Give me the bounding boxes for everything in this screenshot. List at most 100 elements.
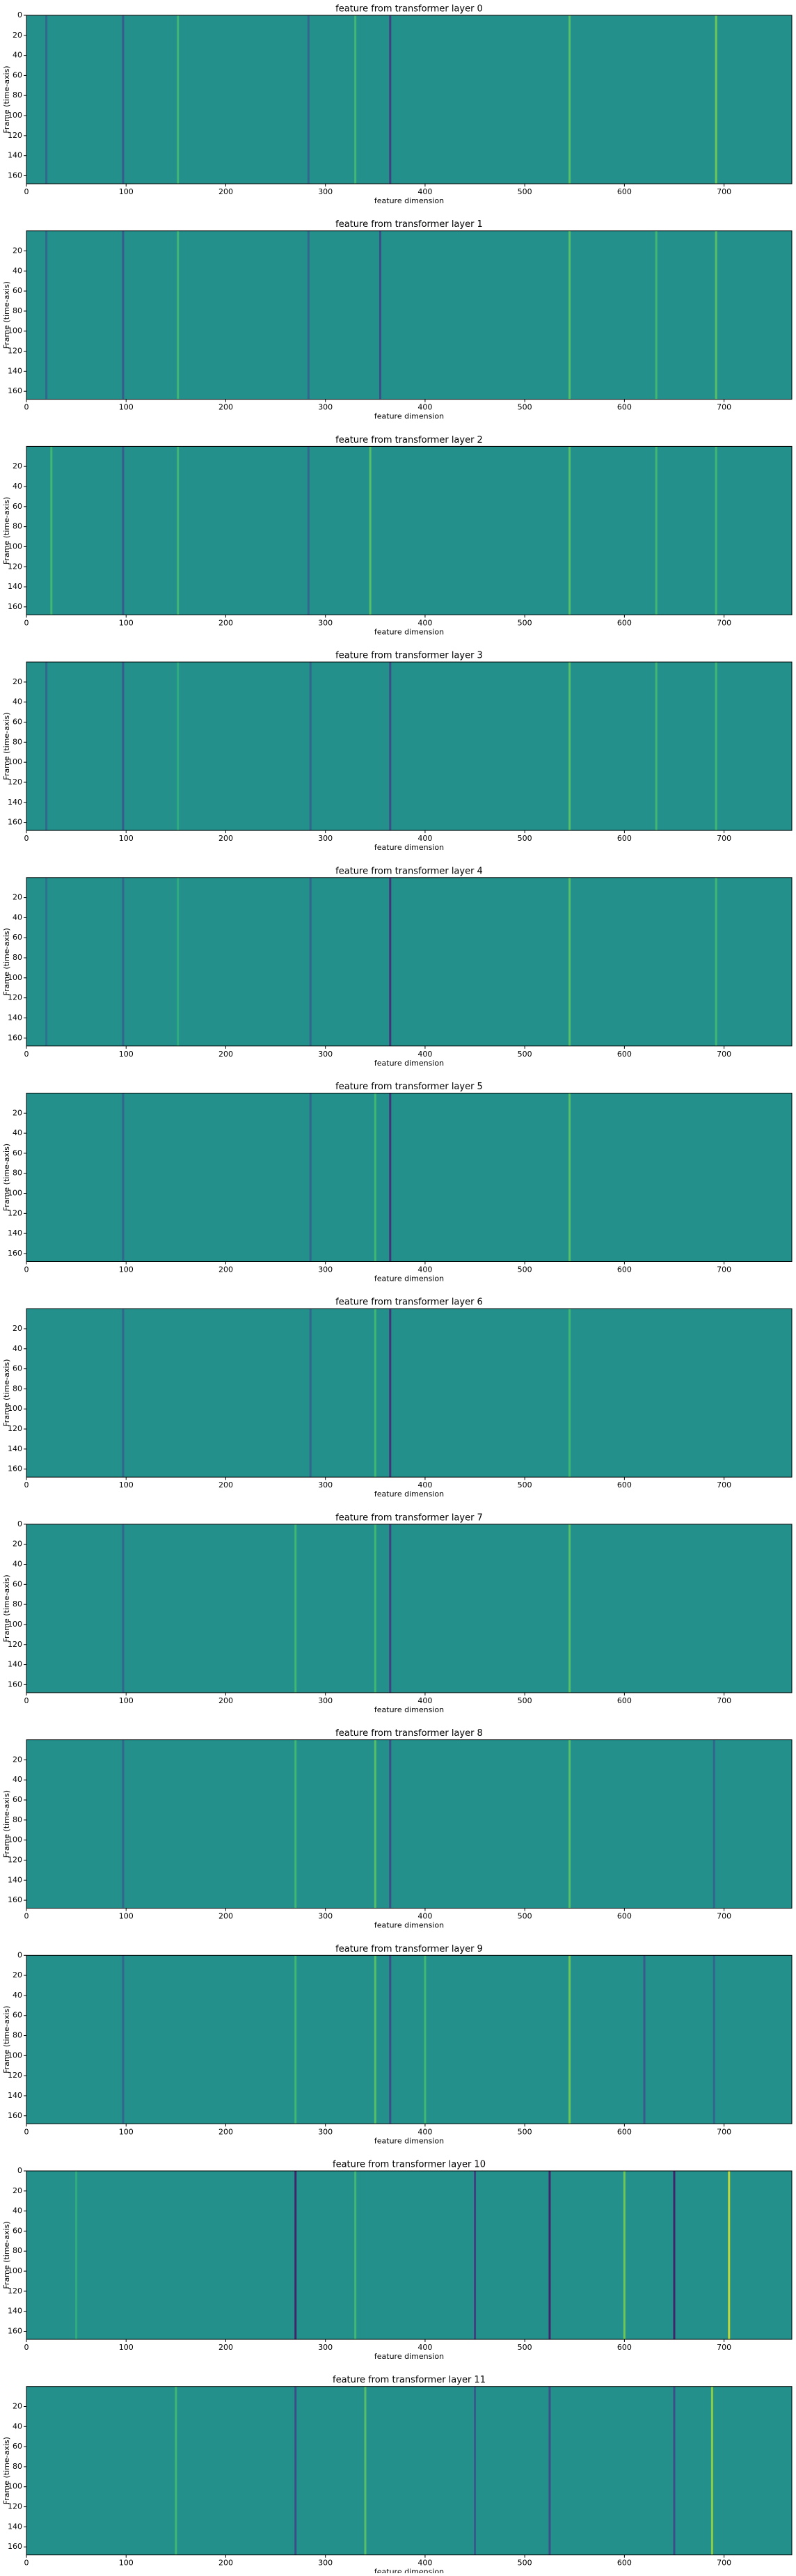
heatmap-stripe xyxy=(715,15,717,184)
plot-frame xyxy=(26,15,793,184)
y-tick-label: 140 xyxy=(8,1228,22,1238)
x-axis-label: feature dimension xyxy=(374,1490,444,1499)
y-tick-label: 140 xyxy=(8,582,22,591)
x-tick-label: 100 xyxy=(119,618,134,627)
y-tick-label: 40 xyxy=(13,266,22,275)
x-tick-label: 100 xyxy=(119,1480,134,1490)
x-tick-label: 0 xyxy=(24,1050,29,1059)
y-tick-label: 80 xyxy=(13,1169,22,1178)
panel: feature from transformer layer 70 100 200 3… xyxy=(2,1512,793,1714)
chart-title: feature from transformer layer 6 xyxy=(335,1297,483,1308)
heatmap-stripe xyxy=(294,2386,297,2555)
x-tick-label: 400 xyxy=(417,618,432,627)
heatmap-stripe xyxy=(374,1524,376,1693)
y-tick-label: 120 xyxy=(8,1208,22,1217)
x-tick-label: 600 xyxy=(617,1265,632,1274)
y-axis-label: Frame (time-axis) xyxy=(2,1359,11,1427)
y-tick-label: 120 xyxy=(8,2502,22,2511)
y-tick-label: 100 xyxy=(8,326,22,335)
panel: feature from transformer layer 11 0 100 200… xyxy=(2,2375,793,2576)
plot-frame xyxy=(26,1308,793,1478)
x-tick-label: 400 xyxy=(417,1050,432,1059)
heatmap-stripe xyxy=(715,877,717,1046)
heatmap-stripe xyxy=(623,2171,626,2339)
x-tick-label: 600 xyxy=(617,187,632,196)
x-tick-label: 500 xyxy=(518,187,532,196)
heatmap-background xyxy=(26,1309,792,1478)
x-tick-label: 400 xyxy=(417,2127,432,2136)
heatmap-stripe xyxy=(122,446,125,615)
y-tick-label: 40 xyxy=(13,1560,22,1569)
heatmap-stripe xyxy=(122,662,125,831)
y-tick-label: 40 xyxy=(13,2421,22,2431)
x-tick-label: 500 xyxy=(518,1912,532,1921)
x-tick-label: 300 xyxy=(318,2559,333,2568)
x-tick-label: 100 xyxy=(119,2127,134,2136)
plot-frame xyxy=(26,1954,793,2124)
x-tick-label: 200 xyxy=(218,1050,233,1059)
x-tick-label: 600 xyxy=(617,2559,632,2568)
y-tick-label: 100 xyxy=(8,2482,22,2491)
y-tick-label: 40 xyxy=(13,1775,22,1784)
heatmap-stripe xyxy=(713,1955,715,2124)
heatmap-background xyxy=(26,1955,792,2124)
heatmap-stripe xyxy=(389,1309,392,1478)
heatmap-stripe xyxy=(568,1955,571,2124)
x-tick-label: 0 xyxy=(24,2559,29,2568)
y-tick-label: 0 xyxy=(17,1950,22,1959)
x-tick-label: 600 xyxy=(617,403,632,412)
heatmap-stripe xyxy=(713,1739,715,1909)
x-tick-label: 400 xyxy=(417,403,432,412)
y-tick-label: 20 xyxy=(13,2186,22,2195)
heatmap-background xyxy=(26,15,792,184)
heatmap-background xyxy=(26,2171,792,2339)
heatmap-stripe xyxy=(122,1309,125,1478)
x-tick-label: 500 xyxy=(518,1050,532,1059)
y-tick-label: 20 xyxy=(13,1324,22,1333)
x-axis-label: feature dimension xyxy=(374,412,444,421)
x-tick-label: 500 xyxy=(518,2559,532,2568)
panel: feature from transformer layer 4 0 100 200 3… xyxy=(2,866,793,1068)
x-tick-label: 300 xyxy=(318,187,333,196)
x-tick-label: 0 xyxy=(24,2343,29,2352)
y-tick-label: 60 xyxy=(13,2226,22,2235)
panel: feature from transformer layer 5 0 100 200 3… xyxy=(2,1082,793,1283)
x-axis-label: feature dimension xyxy=(374,843,444,852)
x-tick-label: 400 xyxy=(417,834,432,843)
chart-title: feature from transformer layer 1 xyxy=(335,219,483,230)
y-tick-label: 100 xyxy=(8,757,22,766)
chart-title: feature from transformer layer 5 xyxy=(335,1082,483,1092)
heatmap-background xyxy=(26,230,792,400)
heatmap-stripe xyxy=(364,2386,367,2555)
y-tick-label: 40 xyxy=(13,2206,22,2215)
x-tick-label: 300 xyxy=(318,403,333,412)
y-tick-label: 120 xyxy=(8,347,22,356)
y-tick-label: 120 xyxy=(8,993,22,1002)
x-tick-label: 500 xyxy=(518,618,532,627)
y-tick-label: 160 xyxy=(8,2111,22,2120)
x-tick-label: 700 xyxy=(717,2127,731,2136)
x-tick-label: 200 xyxy=(218,1480,233,1490)
x-tick-label: 200 xyxy=(218,403,233,412)
x-tick-label: 700 xyxy=(717,187,731,196)
chart-title: feature from transformer layer 3 xyxy=(335,651,483,661)
x-tick-label: 600 xyxy=(617,2343,632,2352)
heatmap-stripe xyxy=(673,2171,676,2339)
x-tick-label: 300 xyxy=(318,1265,333,1274)
y-tick-label: 140 xyxy=(8,2091,22,2100)
heatmap-stripe xyxy=(122,877,125,1046)
heatmap-stripe xyxy=(715,662,717,831)
heatmap-stripe xyxy=(177,15,180,184)
x-tick-label: 100 xyxy=(119,1050,134,1059)
heatmap-background xyxy=(26,446,792,615)
x-tick-label: 700 xyxy=(717,1480,731,1490)
x-tick-label: 400 xyxy=(417,1696,432,1705)
heatmap-stripe xyxy=(568,1309,571,1478)
heatmap-stripe xyxy=(715,446,717,615)
x-tick-label: 0 xyxy=(24,834,29,843)
heatmap-stripe xyxy=(548,2171,551,2339)
heatmap-stripe xyxy=(177,446,180,615)
y-tick-label: 100 xyxy=(8,1620,22,1629)
heatmap-stripe xyxy=(374,1309,376,1478)
